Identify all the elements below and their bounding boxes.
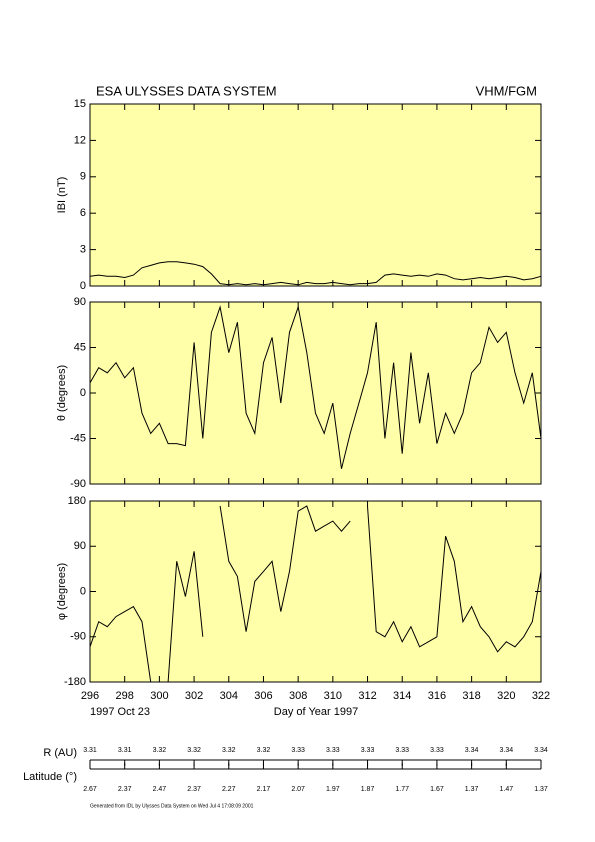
y-tick-label: -90 bbox=[70, 631, 86, 643]
ephemeris-value: 3.31 bbox=[83, 747, 97, 754]
ephemeris-value: 3.34 bbox=[499, 747, 513, 754]
instrument: VHM/FGM bbox=[476, 83, 537, 98]
ephemeris-value: 2.37 bbox=[118, 786, 132, 793]
ephemeris-value: 1.67 bbox=[430, 786, 444, 793]
x-tick-label: 296 bbox=[81, 690, 99, 702]
date-label: 1997 Oct 23 bbox=[90, 706, 150, 718]
y-tick-label: 15 bbox=[74, 98, 86, 110]
plot-area bbox=[89, 103, 542, 287]
x-tick-label: 322 bbox=[532, 690, 550, 702]
ephemeris-label: Latitude (°) bbox=[23, 771, 77, 783]
ephemeris-value: 1.37 bbox=[465, 786, 479, 793]
ephemeris-value: 2.37 bbox=[187, 786, 201, 793]
y-axis-label: IBI (nT) bbox=[56, 177, 68, 214]
ephemeris-value: 1.87 bbox=[361, 786, 375, 793]
ephemeris-value: 1.97 bbox=[326, 786, 340, 793]
y-tick-label: 0 bbox=[80, 280, 86, 292]
ephemeris-value: 3.33 bbox=[395, 747, 409, 754]
data-line bbox=[89, 305, 542, 469]
x-axis-label: Day of Year 1997 bbox=[274, 706, 358, 718]
y-tick-label: 0 bbox=[80, 585, 86, 597]
ephemeris-value: 3.34 bbox=[465, 747, 479, 754]
x-tick-label: 300 bbox=[150, 690, 168, 702]
x-tick-label: 316 bbox=[428, 690, 446, 702]
x-tick-label: 320 bbox=[497, 690, 515, 702]
ephemeris-value: 2.47 bbox=[153, 786, 167, 793]
plot-area bbox=[89, 301, 542, 485]
data-line bbox=[89, 551, 204, 683]
y-tick-label: -45 bbox=[70, 432, 86, 444]
ephemeris-value: 3.33 bbox=[291, 747, 305, 754]
y-axis-label: θ (degrees) bbox=[56, 365, 68, 421]
chart-title: ESA ULYSSES DATA SYSTEM bbox=[96, 83, 277, 98]
x-tick-label: 302 bbox=[185, 690, 203, 702]
y-tick-label: 3 bbox=[80, 244, 86, 256]
y-axis-label: φ (degrees) bbox=[56, 563, 68, 620]
ephemeris-value: 3.32 bbox=[187, 747, 201, 754]
x-tick-label: 308 bbox=[289, 690, 307, 702]
data-line bbox=[367, 505, 542, 653]
ephemeris-value: 1.77 bbox=[395, 786, 409, 793]
ephemeris-value: 2.27 bbox=[222, 786, 236, 793]
x-tick-label: 310 bbox=[324, 690, 342, 702]
ephemeris-value: 1.47 bbox=[499, 786, 513, 793]
y-tick-label: 180 bbox=[68, 495, 86, 507]
x-tick-label: 312 bbox=[358, 690, 376, 702]
footer: Generated from IDL by Ulysses Data Syste… bbox=[90, 803, 254, 809]
ephemeris-value: 2.07 bbox=[291, 786, 305, 793]
y-tick-label: 90 bbox=[74, 296, 86, 308]
y-tick-label: 45 bbox=[74, 341, 86, 353]
ephemeris-value: 3.31 bbox=[118, 747, 132, 754]
x-tick-label: 304 bbox=[220, 690, 238, 702]
ephemeris-value: 3.32 bbox=[257, 747, 271, 754]
y-tick-label: 0 bbox=[80, 387, 86, 399]
y-tick-label: -90 bbox=[70, 478, 86, 490]
y-tick-label: 12 bbox=[74, 134, 86, 146]
plot-area bbox=[89, 500, 542, 683]
ephemeris-value: 3.33 bbox=[430, 747, 444, 754]
y-tick-label: 90 bbox=[74, 540, 86, 552]
ephemeris-value: 3.32 bbox=[153, 747, 167, 754]
ephemeris-value: 2.17 bbox=[257, 786, 271, 793]
data-line bbox=[219, 505, 351, 632]
x-tick-label: 314 bbox=[393, 690, 411, 702]
ephemeris-value: 2.67 bbox=[83, 786, 97, 793]
y-tick-label: -180 bbox=[64, 676, 86, 688]
y-tick-label: 6 bbox=[80, 207, 86, 219]
ephemeris-value: 3.32 bbox=[222, 747, 236, 754]
ephemeris-value: 3.33 bbox=[326, 747, 340, 754]
ephemeris-value: 3.34 bbox=[534, 747, 548, 754]
ephemeris-value: 1.37 bbox=[534, 786, 548, 793]
ephemeris-value: 3.33 bbox=[361, 747, 375, 754]
x-tick-label: 318 bbox=[462, 690, 480, 702]
x-tick-label: 306 bbox=[254, 690, 272, 702]
x-tick-label: 298 bbox=[116, 690, 134, 702]
data-line bbox=[89, 261, 542, 286]
ephemeris-label: R (AU) bbox=[43, 747, 77, 759]
y-tick-label: 9 bbox=[80, 171, 86, 183]
